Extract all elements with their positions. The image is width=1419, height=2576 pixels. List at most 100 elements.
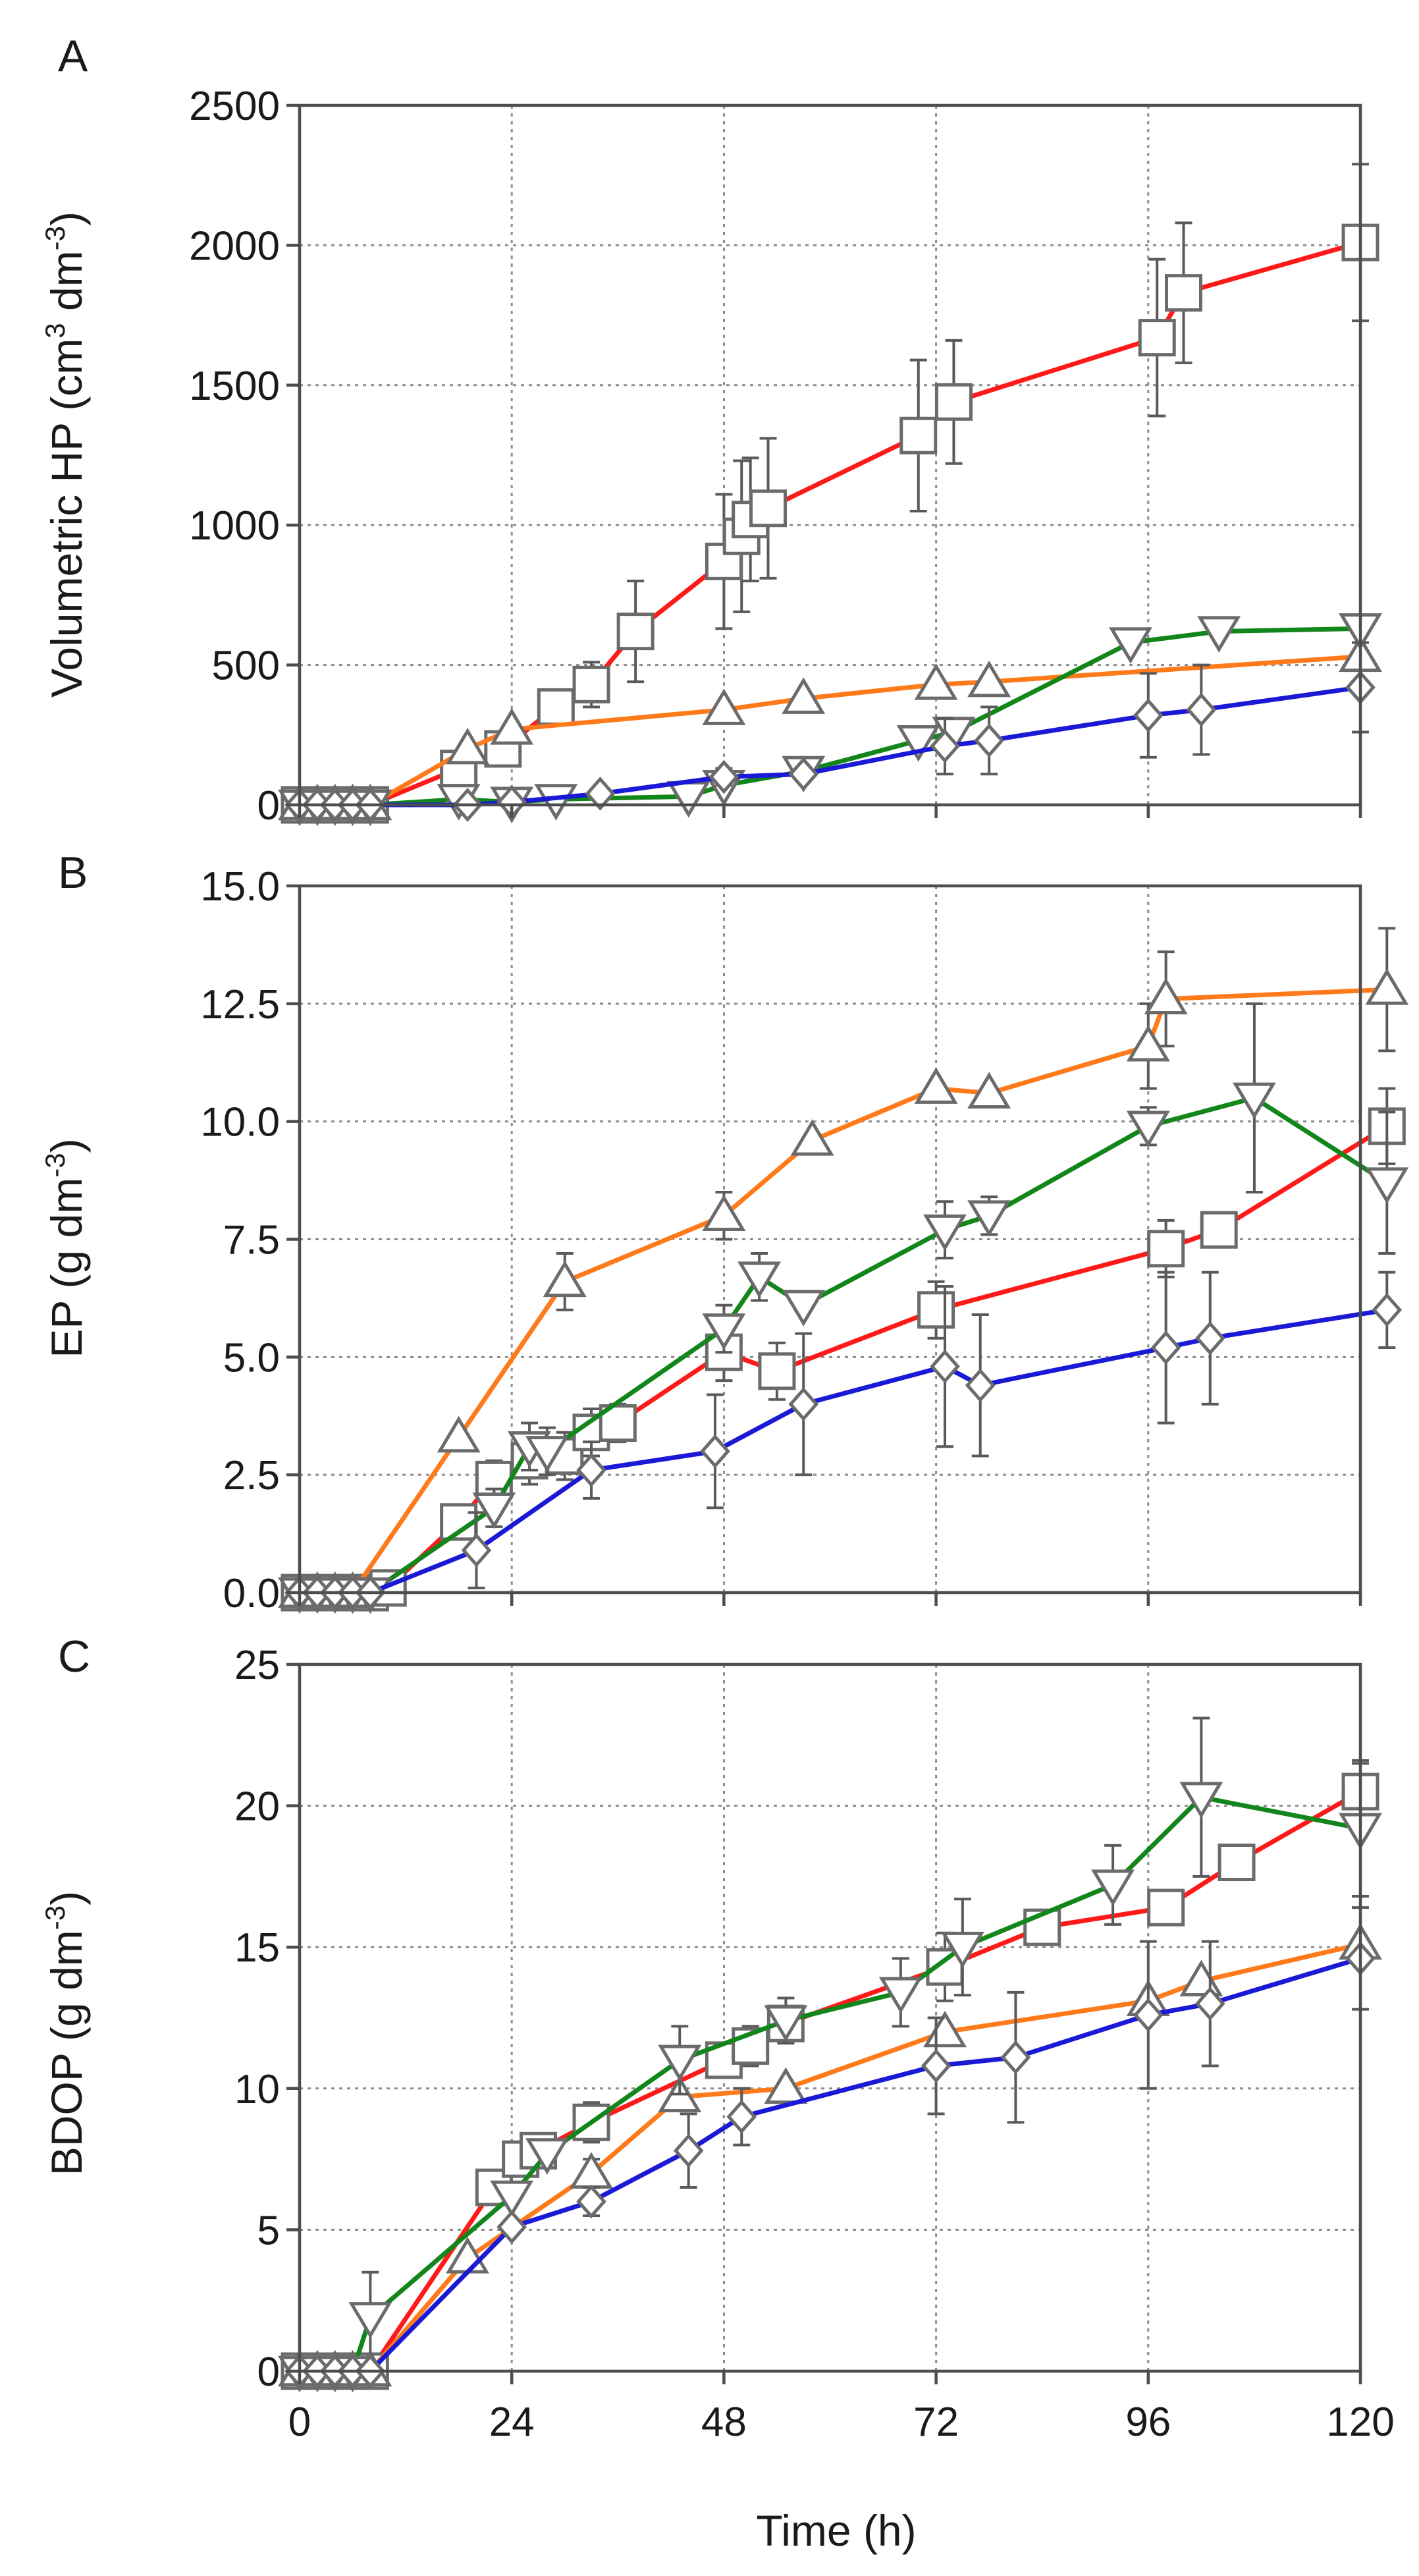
panel-c-data-point-triangle-down xyxy=(1179,1782,1223,1819)
panel-c-letter: C xyxy=(58,1631,90,1682)
panel-c-series-diamond xyxy=(284,1906,1376,2388)
panel-a-data-point-triangle-down xyxy=(896,725,940,762)
panel-c-data-point-diamond xyxy=(1000,2040,1031,2075)
panel-b-data-point-diamond xyxy=(576,1453,606,1487)
panel-c-series-triangle-down xyxy=(278,1716,1382,2393)
panel-c-data-point-square xyxy=(1218,1843,1256,1881)
panel-b: B 0.0 2.5 5.0 7.5 10.0 12.5 15.0 EP (g dm-3) xyxy=(40,848,1409,1616)
panel-b-data-point-triangle-down xyxy=(737,1261,782,1298)
panel-b-data-point-triangle-down xyxy=(1126,1110,1170,1148)
panel-a-data-point-square xyxy=(1165,274,1202,312)
panel-b-data-point-square xyxy=(758,1352,796,1390)
panel-b-data-point-diamond xyxy=(700,1434,730,1469)
panel-c-y-tick-label: 5 xyxy=(257,2208,280,2253)
panel-a-data-point-diamond xyxy=(930,728,960,763)
x-axis-title: Time (h) xyxy=(756,2506,916,2555)
panel-b-data-point-triangle-down xyxy=(967,1200,1011,1237)
panel-c-data-point-triangle-down xyxy=(940,1931,984,1969)
panel-b-data-point-triangle-down xyxy=(923,1214,967,1251)
panel-b-data-point-diamond xyxy=(461,1533,492,1568)
panel-a-data-point-square xyxy=(749,489,788,528)
panel-b-data-point-square xyxy=(1200,1211,1238,1249)
panel-a-data-point-triangle-down xyxy=(1108,627,1152,664)
panel-a-data-point-square xyxy=(616,613,655,651)
panel-a-data-point-diamond xyxy=(1186,692,1217,727)
panel-a-data-point-square xyxy=(1138,319,1176,357)
panel-b-data-point-triangle-down xyxy=(1232,1082,1276,1120)
panel-c-y-tick-label: 25 xyxy=(234,1643,280,1688)
panel-c-data-point-diamond xyxy=(726,2099,757,2134)
panel-b-series xyxy=(278,927,1409,1614)
panel-b-y-tick-label: 2.5 xyxy=(223,1453,280,1498)
panel-c-x-tick-label: 0 xyxy=(288,2399,311,2445)
panel-b-y-tick-label: 0.0 xyxy=(223,1571,280,1616)
panel-c-data-point-triangle-down xyxy=(525,2138,569,2175)
panel-a-series-triangle-down xyxy=(278,613,1382,827)
panel-c-data-point-triangle-down xyxy=(1091,1869,1135,1906)
panel-a-data-point-diamond xyxy=(974,723,1004,758)
panel-a-grid xyxy=(300,105,1360,805)
panel-a-ticks: 0 500 1000 1500 2000 2500 xyxy=(189,84,1362,829)
panel-a-data-point-triangle-up xyxy=(702,688,746,725)
panel-c-x-tick-label: 48 xyxy=(701,2399,747,2445)
panel-a-data-point-diamond xyxy=(709,759,739,794)
panel-a-data-point-triangle-up xyxy=(967,660,1011,698)
panel-a-y-tick-label: 0 xyxy=(257,783,280,829)
panel-b-data-point-triangle-down xyxy=(525,1436,569,1473)
panel-b-y-tick-label: 12.5 xyxy=(200,982,280,1028)
panel-a-y-tick-label: 1500 xyxy=(189,364,280,409)
panel-c-data-point-triangle-up xyxy=(764,2067,808,2104)
panel-a-y-tick-label: 2000 xyxy=(189,223,280,269)
panel-b-data-point-diamond xyxy=(1194,1321,1225,1356)
panel-c-y-tick-label: 20 xyxy=(234,1784,280,1830)
panel-b-y-tick-label: 5.0 xyxy=(223,1335,280,1381)
panel-b-data-point-diamond xyxy=(930,1349,960,1384)
panel-c: C 0 5 10 15 20 25 0 24 48 72 96 120 BDOP (g dm-3) T… xyxy=(40,1631,1395,2555)
panel-a-data-point-triangle-down xyxy=(534,784,578,821)
panel-b-data-point-triangle-down xyxy=(782,1290,826,1327)
panel-c-data-point-square xyxy=(1147,1888,1185,1927)
panel-c-y-tick-label: 15 xyxy=(234,1925,280,1971)
panel-a-data-point-square xyxy=(572,665,610,703)
panel-c-x-tick-label: 24 xyxy=(489,2399,535,2445)
panel-b-y-tick-label: 15.0 xyxy=(200,864,280,910)
panel-b-data-point-triangle-up xyxy=(1144,977,1188,1014)
panel-b-data-point-triangle-up xyxy=(702,1194,746,1232)
panel-b-series-square xyxy=(281,1087,1406,1612)
panel-c-data-point-triangle-down xyxy=(490,2180,534,2218)
panel-c-data-point-triangle-down xyxy=(764,2005,808,2042)
panel-b-data-point-triangle-up xyxy=(914,1067,958,1104)
panel-b-y-tick-label: 10.0 xyxy=(200,1100,280,1145)
panel-a-data-point-diamond xyxy=(1133,698,1164,732)
panel-b-data-point-diamond xyxy=(788,1386,819,1421)
panel-a-plot-frame xyxy=(298,103,1362,807)
panel-b-series-diamond xyxy=(284,1271,1403,1610)
panel-b-series-line xyxy=(297,987,1389,1595)
panel-b-data-point-triangle-down xyxy=(1365,1167,1409,1204)
panel-a-data-point-triangle-down xyxy=(1197,616,1241,653)
panel-c-data-point-diamond xyxy=(576,2184,606,2219)
panel-b-data-point-diamond xyxy=(965,1368,996,1403)
panel-c-x-tick-label: 120 xyxy=(1326,2399,1394,2445)
panel-b-data-point-triangle-down xyxy=(702,1313,746,1350)
panel-a-y-tick-label: 2500 xyxy=(189,84,280,129)
panel-c-grid xyxy=(300,1664,1360,2371)
panel-c-data-point-triangle-down xyxy=(348,2302,392,2339)
panel-b-data-point-triangle-up xyxy=(1126,1025,1170,1062)
panel-a-data-point-triangle-up xyxy=(914,663,958,700)
panel-c-data-point-diamond xyxy=(921,2048,951,2083)
panel-b-data-point-triangle-up xyxy=(967,1072,1011,1109)
panel-b-letter: B xyxy=(58,848,88,898)
panel-b-data-point-diamond xyxy=(1150,1330,1181,1365)
panel-b-ticks: 0.0 2.5 5.0 7.5 10.0 12.5 15.0 xyxy=(200,864,1362,1616)
panel-b-data-point-triangle-up xyxy=(790,1119,834,1156)
panel-a-data-point-square xyxy=(537,688,575,726)
panel-a-series-square xyxy=(281,163,1379,824)
panel-c-data-point-triangle-down xyxy=(658,2044,702,2082)
panel-c-data-point-triangle-down xyxy=(878,1977,923,2014)
panel-a-y-axis-title: Volumetric HP (cm3 dm-3) xyxy=(40,211,91,698)
panel-c-y-tick-label: 0 xyxy=(257,2349,280,2395)
panel-c-x-tick-label: 72 xyxy=(913,2399,959,2445)
panel-b-data-point-diamond xyxy=(1372,1292,1403,1327)
